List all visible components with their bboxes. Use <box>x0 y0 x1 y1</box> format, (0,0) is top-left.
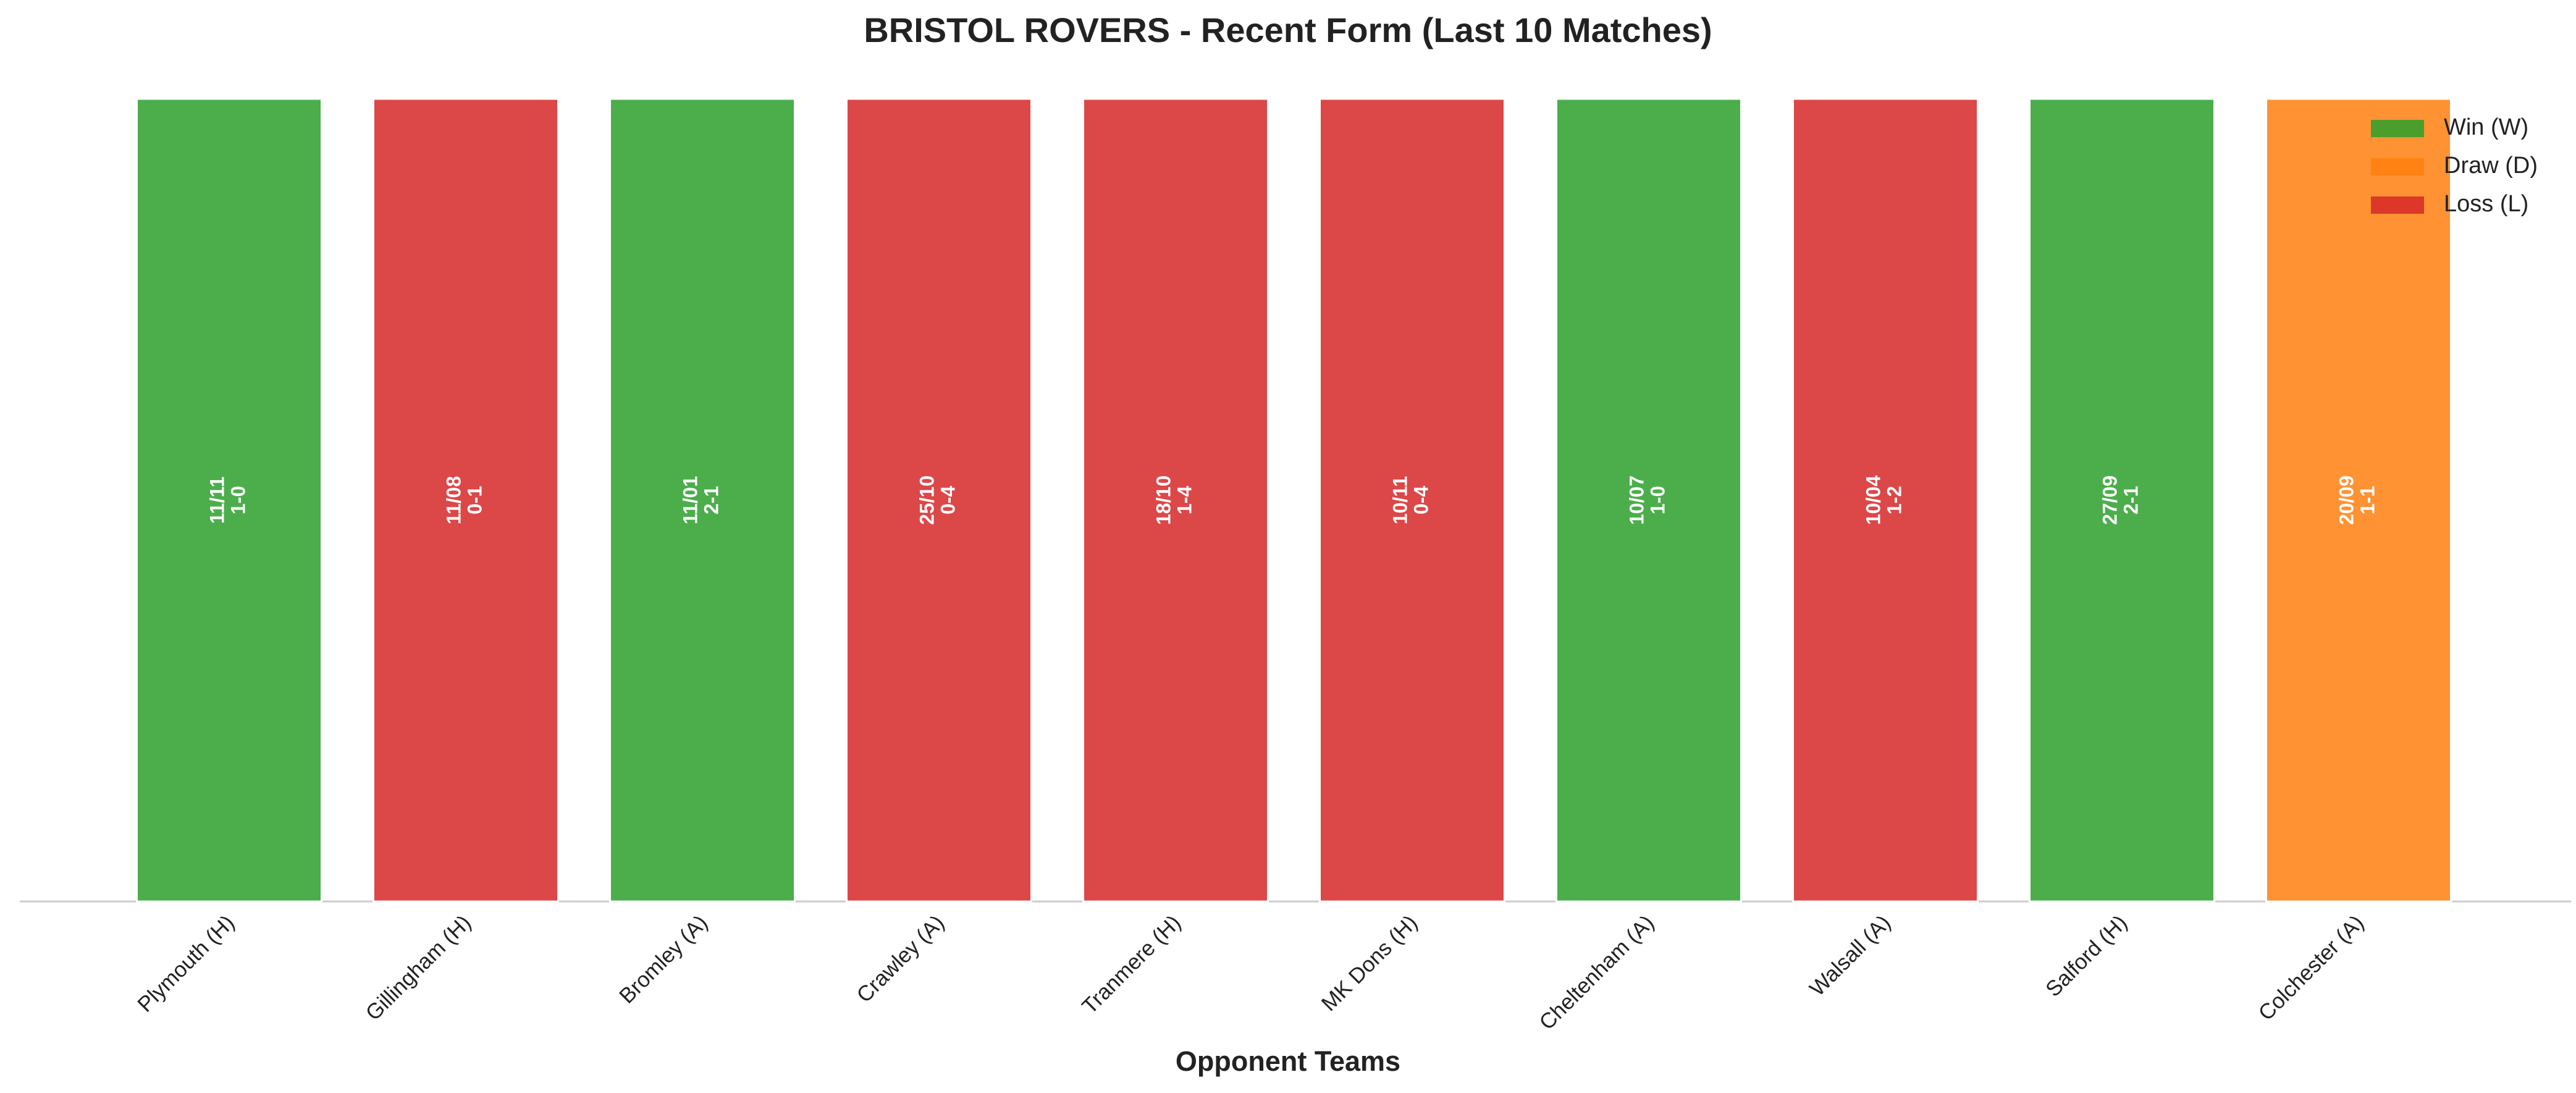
x-tick-label: Salford (H) <box>2041 911 2132 1002</box>
bar-label: 1-0 <box>227 486 249 514</box>
x-tick-label: Cheltenham (A) <box>1534 911 1659 1035</box>
bar-label: 10/11 <box>1389 476 1411 524</box>
bar-label: 10/07 <box>1625 475 1648 525</box>
x-tick-label: Colchester (A) <box>2254 911 2368 1026</box>
bar-label: 11/01 <box>679 476 701 524</box>
bar-label: 11/08 <box>442 476 465 524</box>
x-tick-label: Walsall (A) <box>1805 911 1895 1001</box>
bar-label: 20/09 <box>2335 475 2357 525</box>
bar <box>136 98 322 903</box>
bar <box>2029 98 2215 903</box>
x-tick-label: Crawley (A) <box>852 911 949 1008</box>
bar-label: 25/10 <box>915 475 938 525</box>
bar <box>846 98 1032 903</box>
bar <box>1792 98 1979 903</box>
bar <box>1319 98 1505 903</box>
bar-label: 0-1 <box>463 486 486 514</box>
bar-label: 10/04 <box>1862 475 1884 525</box>
bar-label: 1-2 <box>1883 486 1905 514</box>
x-tick-label: Tranmere (H) <box>1077 911 1185 1019</box>
bar-label: 1-4 <box>1173 486 1195 514</box>
bar-label: 1-0 <box>1646 486 1669 514</box>
bar-label: 27/09 <box>2098 475 2121 525</box>
bar-label: 0-4 <box>1410 486 1432 514</box>
bar <box>373 98 559 903</box>
legend-swatch <box>2371 158 2424 175</box>
legend-label: Loss (L) <box>2444 191 2528 217</box>
x-tick-label: Plymouth (H) <box>133 911 239 1017</box>
legend-label: Draw (D) <box>2444 153 2538 179</box>
x-tick-label: Bromley (A) <box>615 911 712 1008</box>
bar-label: 0-4 <box>937 486 959 514</box>
x-axis-label: Opponent Teams <box>1176 1045 1400 1077</box>
bar-label: 2-1 <box>700 486 722 514</box>
x-tick-label: Gillingham (H) <box>361 911 476 1026</box>
legend-swatch <box>2371 120 2424 137</box>
bar <box>2265 98 2452 903</box>
legend-swatch <box>2371 196 2424 214</box>
bar <box>609 98 796 903</box>
bar-label: 1-1 <box>2356 486 2378 514</box>
bar <box>1555 98 1742 903</box>
bar-label: 2-1 <box>2119 486 2142 514</box>
bar-label: 18/10 <box>1152 475 1174 525</box>
bar <box>1082 98 1269 903</box>
bar-label: 11/11 <box>206 476 228 524</box>
x-tick-label: MK Dons (H) <box>1317 911 1423 1016</box>
legend-label: Win (W) <box>2444 114 2528 140</box>
chart-title: BRISTOL ROVERS - Recent Form (Last 10 Ma… <box>864 11 1712 49</box>
